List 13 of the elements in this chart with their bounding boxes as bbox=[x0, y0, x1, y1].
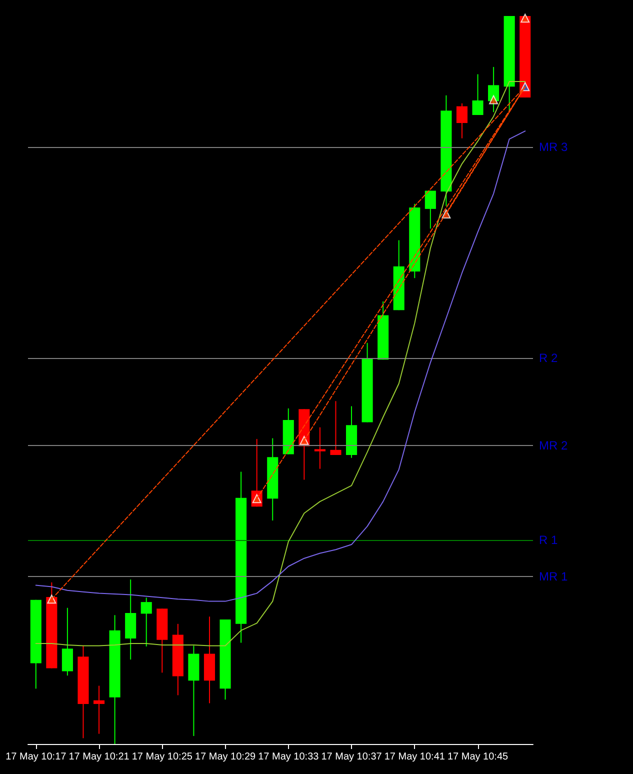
x-tick-label: 17 May 10:29 bbox=[194, 752, 256, 762]
ref-line-label: MR 1 bbox=[539, 570, 568, 584]
x-tick-label: 17 May 10:21 bbox=[68, 752, 130, 762]
ref-line-label: MR 3 bbox=[539, 140, 568, 154]
ref-line-label: R 2 bbox=[539, 351, 558, 366]
ref-line-label: R 1 bbox=[539, 533, 558, 548]
x-tick-label: 17 May 10:45 bbox=[447, 752, 508, 762]
x-tick-label: 17 May 10:41 bbox=[384, 752, 446, 762]
x-tick-label: 17 May 10:37 bbox=[321, 752, 382, 762]
x-tick-label: 17 May 10:33 bbox=[258, 752, 320, 762]
x-tick-label: 17 May 10:25 bbox=[132, 752, 193, 762]
ref-line-label: MR 2 bbox=[539, 438, 568, 453]
x-tick-label: 17 May 10:17 bbox=[6, 752, 67, 762]
